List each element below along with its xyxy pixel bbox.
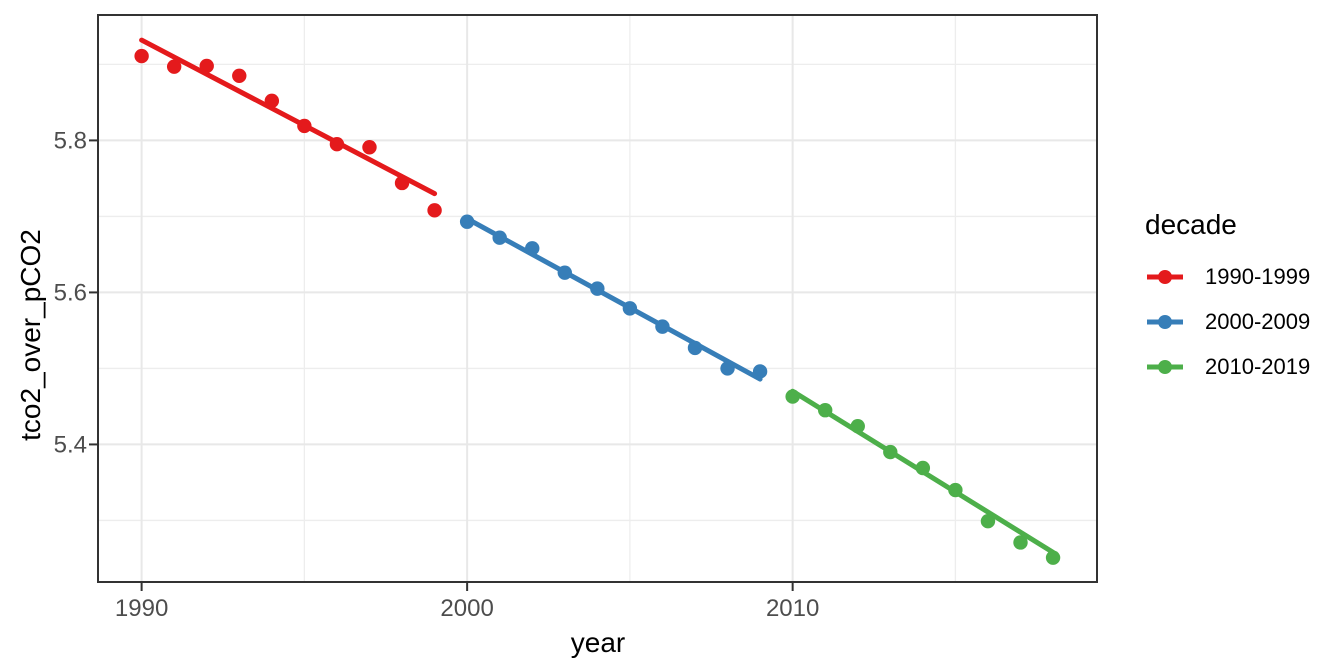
y-tick-label: 5.4 — [54, 431, 87, 458]
legend-entry-2010-2019: 2010-2019 — [1145, 344, 1310, 389]
data-point-1990-1999 — [362, 140, 377, 155]
data-point-1990-1999 — [427, 203, 442, 218]
legend-key-dot — [1158, 269, 1172, 284]
legend: decade 1990-1999 2000-2009 2010-2019 — [1145, 0, 1344, 672]
trend-line-1990-1999 — [139, 37, 438, 197]
trend-line-2000-2009 — [464, 216, 763, 382]
trend-line-2010-2019 — [790, 388, 1056, 555]
x-tick-label: 2010 — [766, 595, 819, 622]
panel-border — [97, 14, 1098, 583]
data-point-1990-1999 — [232, 68, 247, 84]
legend-label: 2010-2019 — [1205, 353, 1311, 379]
legend-key-icon — [1147, 269, 1183, 284]
y-tick-label: 5.6 — [54, 279, 87, 306]
data-point-1990-1999 — [166, 59, 182, 74]
legend-title: decade — [1145, 209, 1237, 240]
legend-key-icon — [1147, 314, 1183, 329]
legend-key-icon — [1147, 359, 1183, 374]
legend-label: 2000-2009 — [1205, 308, 1311, 334]
legend-entry-2000-2009: 2000-2009 — [1145, 299, 1310, 344]
x-tick-label: 1990 — [115, 595, 168, 622]
legend-label: 1990-1999 — [1205, 263, 1311, 289]
legend-entry-1990-1999: 1990-1999 — [1145, 254, 1310, 299]
y-tick-label: 5.8 — [54, 127, 87, 154]
data-point-1990-1999 — [134, 48, 149, 64]
legend-key-dot — [1158, 314, 1172, 329]
x-tick-label: 2000 — [440, 595, 493, 622]
x-axis-title: year — [570, 627, 626, 658]
data-point-2010-2019 — [1013, 535, 1028, 550]
legend-entries: 1990-1999 2000-2009 2010-2019 — [1145, 254, 1310, 389]
data-point-2010-2019 — [1045, 550, 1061, 565]
y-axis-title: tco2_over_pCO2 — [15, 229, 46, 441]
data-point-2010-2019 — [980, 513, 996, 529]
legend-key-dot — [1158, 359, 1172, 374]
panel-background — [98, 15, 1097, 582]
